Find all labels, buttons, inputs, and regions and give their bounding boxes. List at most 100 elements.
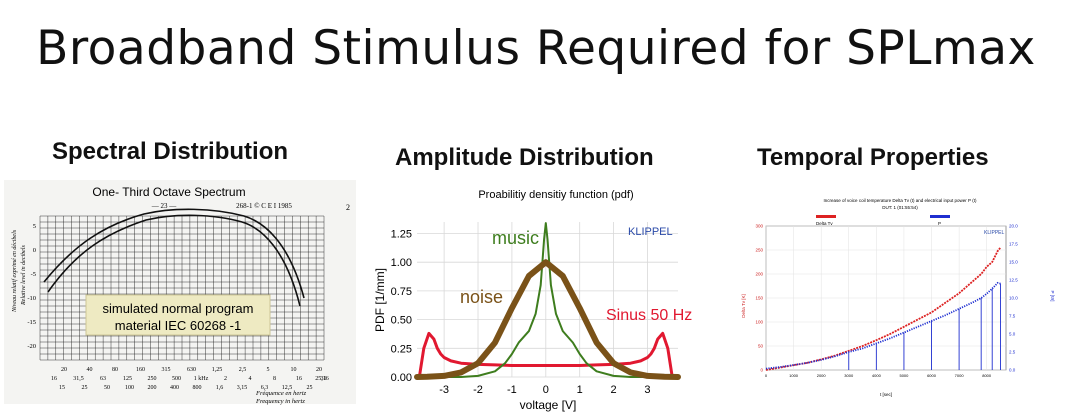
spectral-y-ticks: 5 0 -5 -10 -15 -20 (27, 223, 36, 350)
temporal-chart: Increase of voice coil temperature Delta… (741, 198, 1055, 397)
temp-y-tick: 50 (758, 344, 764, 349)
temp-y2-tick: 10.0 (1009, 296, 1018, 301)
spectral-y-tick: -10 (27, 295, 36, 302)
temp-series (765, 247, 1002, 371)
temp-x-tick: 4000 (872, 373, 882, 378)
amp-x-tick: 3 (644, 384, 650, 396)
amp-chart-title: Proabilitiy densitiy function (pdf) (478, 189, 633, 201)
temp-series-delta-tv (765, 247, 1002, 371)
spectral-ylabel-fr: Niveau relatif exprimé en décibels (11, 229, 18, 313)
spectral-x-tick: 630 (187, 367, 196, 373)
spectral-y-tick: -15 (27, 319, 36, 326)
spectral-figure: One- Third Octave Spectrum — 23 — 268-1 … (4, 180, 356, 405)
spectral-ylabel-en: Relative level in decibels (21, 245, 27, 306)
amp-ylabel: PDF [1/mm] (373, 268, 387, 332)
spectral-xlabel-fr: Fréquence en hertz (255, 390, 307, 397)
amp-series-sinus-50-hz (418, 331, 674, 377)
spectral-heading: Spectral Distribution (52, 138, 289, 165)
temp-y-tick: 0 (760, 368, 763, 373)
spectral-x-tick: 16 (51, 376, 57, 382)
sinus-label: Sinus 50 Hz (606, 307, 692, 324)
music-label: music (492, 228, 539, 248)
spectral-x-tick: 8 (273, 376, 276, 382)
temp-y-tick: 300 (755, 224, 763, 229)
legend-delta-tv: Delta Tv (816, 221, 833, 226)
spectral-x-tick: 2,5 (239, 367, 247, 373)
amp-x-tick: 0 (543, 384, 549, 396)
amp-x-tick: -2 (473, 384, 483, 396)
temp-y-tick: 150 (755, 296, 763, 301)
spectral-y-tick: -20 (27, 343, 36, 350)
spectral-x-tick: 1,25 (212, 367, 223, 373)
temp-series-p (765, 281, 1001, 370)
spectral-curve-lower (47, 214, 301, 307)
temp-y2-tick: 5.0 (1009, 332, 1016, 337)
temp-x-tick: 5000 (899, 373, 909, 378)
spectral-x-tick: 1,6 (216, 385, 224, 391)
temp-y2-tick: 0.0 (1009, 368, 1016, 373)
temp-y-tick: 250 (755, 248, 763, 253)
spectral-xlabel-en: Frequency in hertz (255, 398, 305, 405)
spectral-x-tick: 80 (112, 367, 118, 373)
spectral-x-tick: 3,15 (237, 385, 248, 391)
temp-x-tick: 6000 (927, 373, 937, 378)
spectral-x-tick: 315 (162, 367, 171, 373)
legend-swatch-delta-tv (816, 215, 836, 218)
spectral-x-tick: 400 (170, 385, 179, 391)
doc-reference: 268-1 © C E I 1985 (236, 202, 292, 210)
amplitude-heading: Amplitude Distribution (395, 144, 654, 171)
spectral-y-tick: 0 (33, 247, 36, 254)
spectral-x-tick: 500 (172, 376, 181, 382)
spectral-x-tick: 4 (249, 376, 252, 382)
spectral-x-tick: 160 (136, 367, 145, 373)
temp-chart-subtitle: DUT: 1 (01:55:54) (882, 205, 918, 210)
amp-y-tick: 0.00 (391, 372, 412, 384)
temp-x-tick: 0 (765, 373, 768, 378)
amp-x-tick: 2 (611, 384, 617, 396)
spectral-x-tick: 250 (148, 376, 157, 382)
amp-y-tick: 0.75 (391, 286, 412, 298)
temp-y2-tick: 7.5 (1009, 314, 1016, 319)
spectral-x-tick: 20 (61, 367, 67, 373)
temp-chart-title: Increase of voice coil temperature Delta… (824, 198, 977, 203)
amp-y-tick: 0.50 (391, 315, 412, 327)
spectral-x-tick: 12,5 (282, 385, 293, 391)
temp-y2-tick: 15.0 (1009, 260, 1018, 265)
spectral-x-tick: 125 (123, 376, 132, 382)
spectral-x-tick: 31,5 (73, 376, 84, 382)
spectral-x-tick: 15 (59, 385, 65, 391)
temp-y2-tick: 20.0 (1009, 224, 1018, 229)
spectral-x-tick: 5 (267, 367, 270, 373)
temp-ylabel: Delta Tv [K] (741, 294, 746, 317)
spectral-chart-title: One- Third Octave Spectrum (92, 185, 245, 199)
noise-label: noise (460, 287, 503, 307)
temporal-heading: Temporal Properties (757, 144, 989, 171)
temp-grid (765, 225, 1006, 371)
amp-x-tick: 1 (577, 384, 583, 396)
amp-x-tick: -3 (439, 384, 449, 396)
spectral-x-tick: 16 (296, 376, 302, 382)
spectral-grid (39, 215, 325, 361)
spectral-curve-upper (43, 208, 305, 299)
temp-y2label: P [W] (1050, 291, 1055, 302)
spectral-x-tick: 40 (87, 367, 93, 373)
spectral-x-tick: 25 (307, 385, 313, 391)
temp-x-tick: 1000 (789, 373, 799, 378)
temp-x-tick: 7000 (955, 373, 965, 378)
spectral-x-tick: 100 (125, 385, 134, 391)
spectral-y-tick: -5 (31, 271, 36, 278)
legend-p: P (938, 221, 941, 226)
temp-x-tick: 3000 (844, 373, 854, 378)
spectral-x-tick: 50 (104, 385, 110, 391)
program-note-line2: material IEC 60268 -1 (115, 318, 241, 333)
amp-series-noise (414, 259, 681, 380)
page-mark: — 23 — (151, 202, 178, 210)
temp-y-tick: 200 (755, 272, 763, 277)
spectral-x-tick: 25 (82, 385, 88, 391)
amplitude-chart: Proabilitiy densitiy function (pdf) 0.00… (373, 189, 692, 412)
temp-xlabel: t [sec] (880, 392, 892, 397)
temp-watermark: KLIPPEL (984, 230, 1005, 236)
amp-series-music (416, 222, 679, 378)
amp-series (414, 222, 681, 380)
